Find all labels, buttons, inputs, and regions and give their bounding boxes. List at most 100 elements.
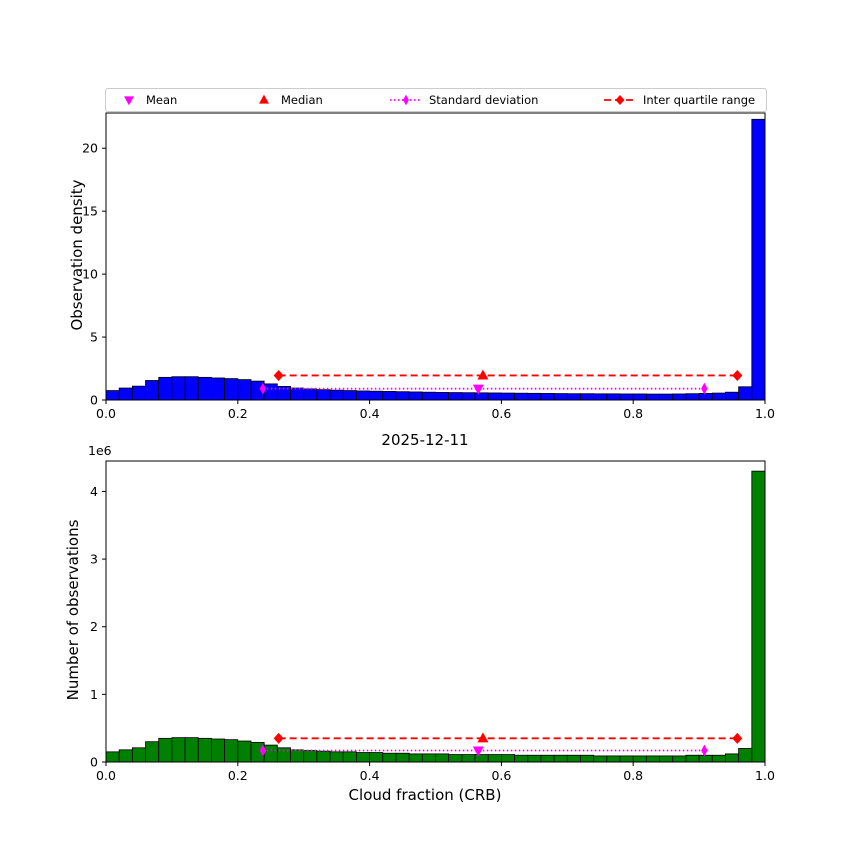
iqr-low-marker (273, 732, 284, 744)
y-tick-label: 20 (82, 141, 98, 156)
histogram-bar (382, 391, 397, 401)
histogram-bar (356, 390, 371, 401)
histogram-bar (290, 387, 305, 401)
y-tick-label: 2 (90, 619, 98, 634)
histogram-bar (685, 393, 700, 401)
x-tick-label: 0.2 (228, 406, 248, 421)
histogram-bar (461, 754, 476, 763)
histogram-bar (606, 393, 621, 401)
histogram-bar (566, 754, 581, 763)
histogram-bar (263, 383, 278, 401)
histogram-bar (342, 751, 357, 763)
histogram-bar (131, 385, 146, 401)
thin-diamond-sample (403, 94, 409, 106)
mean-marker (472, 746, 484, 757)
legend-item-median: Median (253, 89, 323, 111)
histogram-bar (184, 376, 199, 401)
histogram-bar (645, 393, 660, 401)
histogram-bar (408, 753, 423, 763)
histogram-bar (685, 754, 700, 763)
histogram-bar (435, 392, 450, 401)
legend: Mean Median Standard deviation Inter qua… (105, 88, 767, 112)
y-tick-label: 5 (90, 330, 98, 345)
x-tick-label: 1.0 (755, 406, 775, 421)
histogram-bar (118, 749, 133, 763)
x-tick-label: 0.8 (623, 768, 643, 783)
diamond-sample (615, 95, 625, 105)
x-tick-label: 0.6 (491, 406, 511, 421)
histogram-bar (461, 392, 476, 401)
histogram-bar (369, 752, 384, 763)
axes-spines (105, 460, 766, 763)
histogram-bars (105, 118, 766, 401)
inter-quartile-range-line-icon (604, 95, 636, 105)
histogram-bars (105, 470, 766, 763)
legend-label-median: Median (281, 93, 323, 107)
histogram-bar (369, 390, 384, 401)
histogram-bar (751, 470, 766, 763)
median-marker (477, 732, 489, 743)
histogram-bar (316, 389, 331, 401)
iqr-low-marker (273, 369, 284, 381)
histogram-bar (435, 753, 450, 763)
triangle-up-sample (259, 94, 269, 104)
x-tick-label: 0.8 (623, 406, 643, 421)
histogram-bar (356, 752, 371, 763)
histogram-bar (237, 379, 252, 401)
mean-marker (472, 384, 484, 395)
histogram-bar (263, 744, 278, 763)
standard-deviation-line-icon (390, 94, 422, 106)
histogram-bar (500, 392, 515, 401)
histogram-bar (606, 755, 621, 763)
histogram-bar (290, 749, 305, 763)
histogram-bar (211, 738, 226, 763)
y-tick-label: 3 (90, 552, 98, 567)
histogram-bar (118, 387, 133, 401)
legend-item-mean: Mean (118, 89, 177, 111)
histogram-bar (474, 754, 489, 763)
histogram-bar (224, 739, 239, 763)
histogram-bar (158, 737, 173, 763)
histogram-bar (224, 378, 239, 401)
histogram-bar (672, 755, 687, 763)
x-tick-label: 0.4 (360, 406, 380, 421)
histogram-bar (158, 376, 173, 401)
std-low-marker (259, 382, 267, 395)
histogram-bar (698, 754, 713, 763)
histogram-bar (171, 376, 186, 401)
iqr-high-marker (732, 369, 743, 381)
histogram-bar (619, 755, 634, 763)
legend-label-standard-deviation: Standard deviation (429, 93, 539, 107)
histogram-bar (145, 741, 160, 763)
histogram-bar (540, 754, 555, 763)
x-tick-label: 0.2 (228, 768, 248, 783)
std-low-marker (259, 744, 267, 757)
median-marker (477, 369, 489, 380)
plot-title: 2025-12-11 (381, 431, 469, 449)
histogram-bar (553, 754, 568, 763)
histogram-bar (540, 393, 555, 401)
histogram-bar (211, 377, 226, 401)
histogram-bar (237, 740, 252, 763)
y-axis-label-count: Number of observations (64, 519, 82, 701)
histogram-bar (421, 753, 436, 763)
histogram-bar (593, 393, 608, 401)
histogram-bar (580, 393, 595, 401)
iqr-high-marker (732, 732, 743, 744)
histogram-bar (448, 392, 463, 401)
histogram-bar (645, 755, 660, 763)
histogram-bar (421, 391, 436, 401)
x-tick-label: 1.0 (755, 768, 775, 783)
legend-item-standard-deviation: Standard deviation (389, 89, 538, 111)
histogram-bar (659, 755, 674, 763)
histogram-bar (738, 386, 753, 401)
y-tick-label: 4 (90, 484, 98, 499)
std-high-marker (701, 744, 708, 757)
histogram-bar (632, 755, 647, 763)
legend-label-inter-quartile-range: Inter quartile range (643, 93, 756, 107)
histogram-bar (487, 392, 502, 401)
legend-item-inter-quartile-range: Inter quartile range (603, 89, 755, 111)
observation-density-histogram: 0.0 0.2 0.4 0.6 0.8 1.0 0 5 10 15 20 (82, 112, 775, 421)
